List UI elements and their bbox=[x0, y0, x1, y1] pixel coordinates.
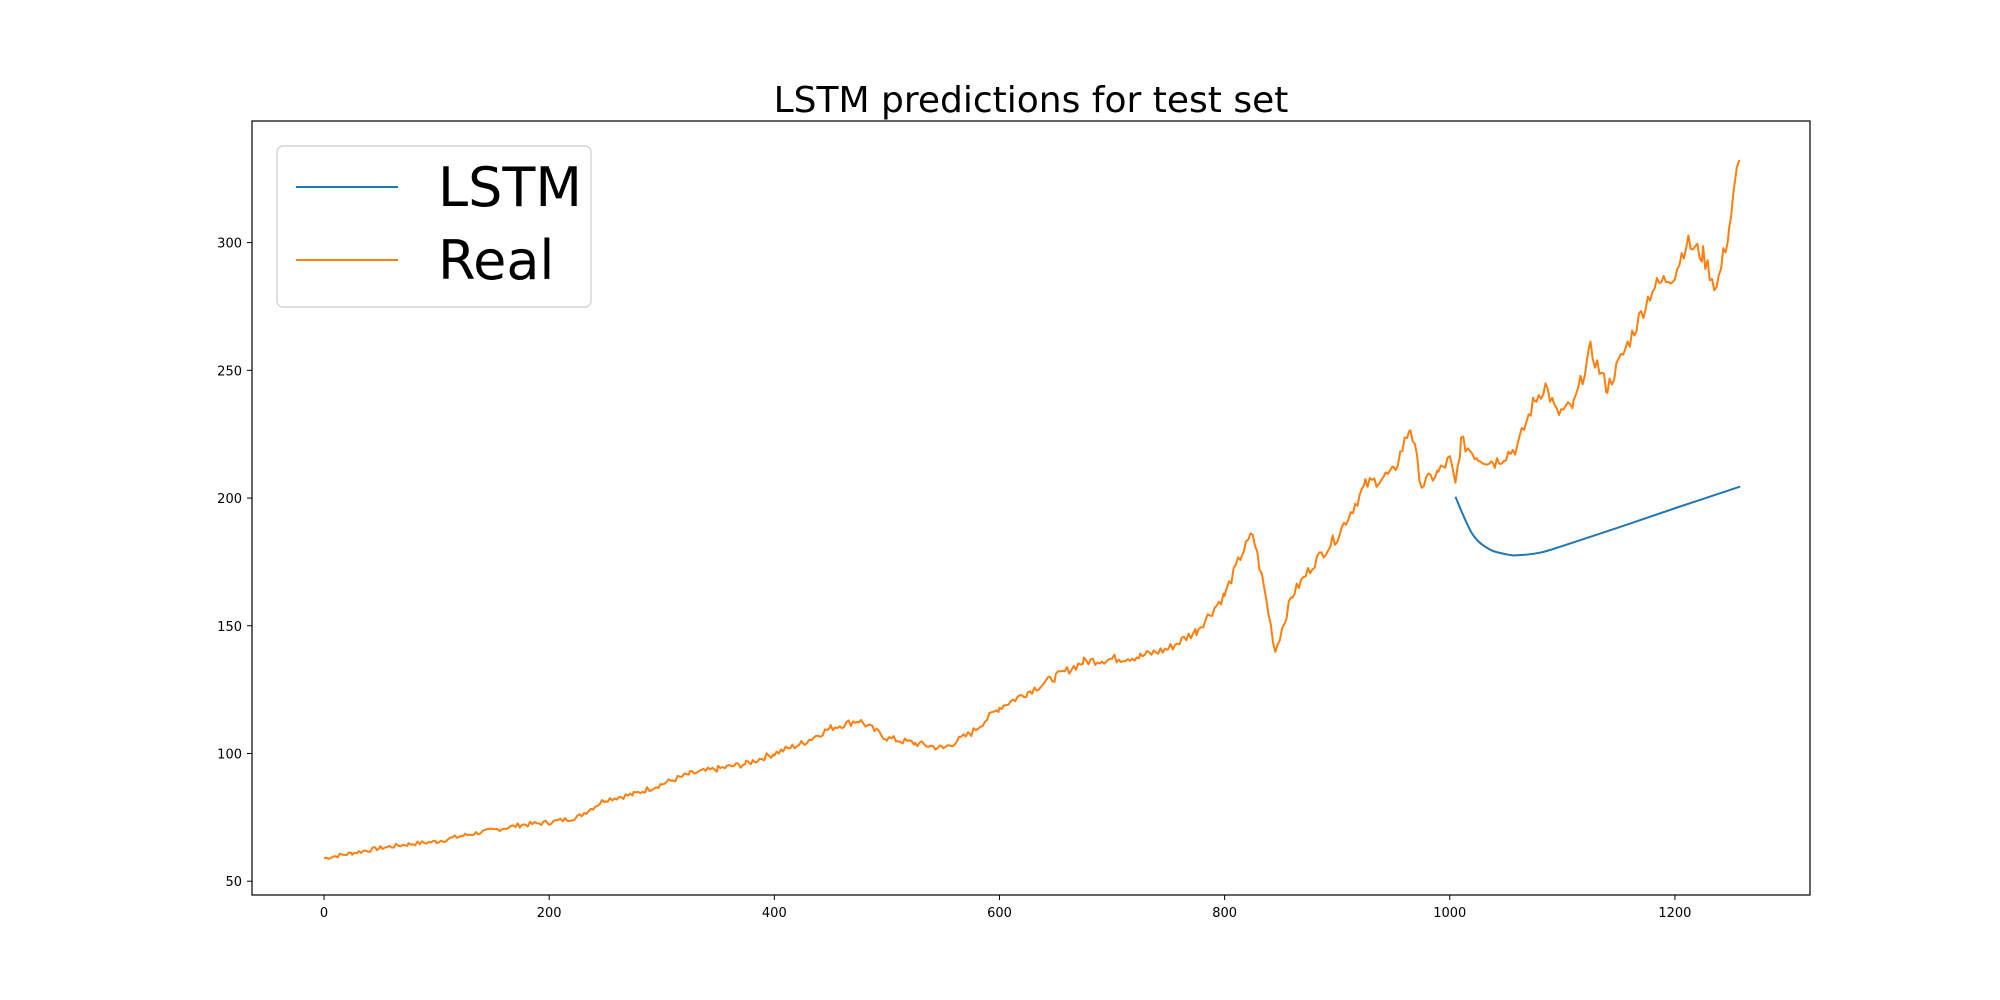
x-tick-label: 600 bbox=[987, 906, 1012, 921]
y-tick-label: 250 bbox=[217, 364, 242, 379]
axes: 0 200 400 600 800 1000 1200 50 100 150 200 250 300 bbox=[217, 120, 1811, 921]
x-tick-label: 0 bbox=[320, 906, 328, 921]
series-line-lstm bbox=[1454, 485, 1741, 557]
x-tick-label: 400 bbox=[762, 906, 787, 921]
x-tick-label: 1200 bbox=[1658, 906, 1691, 921]
x-tick-label: 800 bbox=[1212, 906, 1237, 921]
legend-label-lstm: LSTM bbox=[438, 156, 582, 219]
x-tick-label: 1000 bbox=[1433, 906, 1466, 921]
series-line-real bbox=[323, 159, 1741, 860]
y-tick-label: 200 bbox=[217, 492, 242, 507]
plot-frame bbox=[251, 120, 1811, 896]
x-tick-label: 200 bbox=[537, 906, 562, 921]
y-tick-label: 300 bbox=[217, 237, 242, 252]
chart-title: LSTM predictions for test set bbox=[774, 80, 1289, 121]
y-tick-label: 100 bbox=[217, 747, 242, 762]
legend-label-real: Real bbox=[438, 229, 554, 292]
y-tick-label: 150 bbox=[217, 620, 242, 635]
legend: LSTM Real bbox=[276, 145, 592, 308]
series-layer bbox=[323, 159, 1741, 860]
y-tick-label: 50 bbox=[225, 875, 242, 890]
